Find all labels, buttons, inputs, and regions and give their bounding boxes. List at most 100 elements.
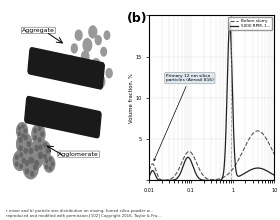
Before slurry <box>234 164 237 167</box>
Circle shape <box>49 158 52 161</box>
Circle shape <box>15 162 18 166</box>
Before slurry <box>256 130 259 132</box>
5000 RPM, 1... <box>245 170 249 173</box>
5000 RPM, 1... <box>228 21 232 24</box>
Circle shape <box>104 31 110 39</box>
Circle shape <box>78 59 86 71</box>
5000 RPM, 1... <box>248 169 251 172</box>
Circle shape <box>20 153 22 157</box>
Circle shape <box>39 145 42 149</box>
5000 RPM, 1... <box>273 174 276 177</box>
Circle shape <box>15 155 18 159</box>
Circle shape <box>44 156 55 172</box>
Text: Primary 12 nm silica
particles (Aerosil 816): Primary 12 nm silica particles (Aerosil … <box>154 74 214 161</box>
Circle shape <box>22 159 25 163</box>
Before slurry <box>273 153 276 156</box>
5000 RPM, 1... <box>163 179 166 182</box>
Y-axis label: Volume fraction, %: Volume fraction, % <box>129 73 134 123</box>
Circle shape <box>13 151 26 170</box>
5000 RPM, 1... <box>198 178 202 180</box>
Circle shape <box>22 159 25 163</box>
5000 RPM, 1... <box>160 179 164 182</box>
Before slurry <box>203 176 206 178</box>
Circle shape <box>52 162 54 165</box>
Text: Aggregate: Aggregate <box>22 28 55 33</box>
Circle shape <box>18 126 20 130</box>
Circle shape <box>31 158 34 163</box>
Text: Agglomerate: Agglomerate <box>58 152 99 157</box>
Before slurry <box>198 169 202 172</box>
Circle shape <box>34 165 37 169</box>
Circle shape <box>101 48 106 56</box>
Legend: Before slurry, 5000 RPM, 1...: Before slurry, 5000 RPM, 1... <box>228 17 272 30</box>
FancyBboxPatch shape <box>28 48 104 89</box>
Circle shape <box>39 153 42 158</box>
Circle shape <box>27 142 30 147</box>
Circle shape <box>96 75 105 88</box>
Circle shape <box>81 51 89 62</box>
Circle shape <box>52 162 54 165</box>
Circle shape <box>92 59 100 71</box>
Circle shape <box>27 142 30 147</box>
Circle shape <box>35 161 38 166</box>
Circle shape <box>31 171 34 176</box>
5000 RPM, 1... <box>234 165 237 167</box>
FancyBboxPatch shape <box>25 97 101 138</box>
5000 RPM, 1... <box>148 175 151 178</box>
Circle shape <box>32 124 45 144</box>
Circle shape <box>39 152 42 156</box>
Circle shape <box>29 158 33 163</box>
Circle shape <box>41 132 44 136</box>
Circle shape <box>24 148 27 153</box>
Circle shape <box>35 145 38 151</box>
Circle shape <box>25 161 29 165</box>
Circle shape <box>41 132 44 136</box>
Circle shape <box>23 156 38 179</box>
Circle shape <box>17 132 32 156</box>
Circle shape <box>85 72 94 84</box>
Circle shape <box>73 73 80 83</box>
Circle shape <box>20 164 22 168</box>
Circle shape <box>22 125 24 128</box>
Circle shape <box>46 149 49 153</box>
Circle shape <box>18 132 20 136</box>
Text: (b): (b) <box>127 12 147 25</box>
Circle shape <box>24 129 26 132</box>
5000 RPM, 1... <box>203 179 206 182</box>
Before slurry <box>245 141 249 144</box>
Circle shape <box>34 165 37 169</box>
Before slurry <box>162 179 166 182</box>
Circle shape <box>38 138 41 142</box>
Circle shape <box>34 129 37 133</box>
Circle shape <box>46 149 49 153</box>
Circle shape <box>37 141 50 161</box>
Circle shape <box>22 134 24 137</box>
Circle shape <box>106 69 112 78</box>
Circle shape <box>95 36 101 45</box>
Circle shape <box>44 143 46 147</box>
Before slurry <box>148 169 151 172</box>
Circle shape <box>19 146 22 150</box>
Circle shape <box>34 136 37 140</box>
Circle shape <box>49 167 52 170</box>
Circle shape <box>26 143 44 169</box>
Before slurry <box>248 138 251 140</box>
Circle shape <box>83 39 92 51</box>
Circle shape <box>46 165 48 169</box>
Circle shape <box>89 26 97 38</box>
Circle shape <box>17 123 27 139</box>
Circle shape <box>46 159 48 163</box>
Circle shape <box>24 135 27 140</box>
Circle shape <box>19 138 22 142</box>
Circle shape <box>67 56 75 68</box>
Line: 5000 RPM, 1...: 5000 RPM, 1... <box>149 23 274 180</box>
Circle shape <box>24 129 26 132</box>
Circle shape <box>29 148 33 154</box>
Circle shape <box>44 154 46 158</box>
Circle shape <box>25 169 29 174</box>
Circle shape <box>75 30 82 40</box>
Circle shape <box>71 44 77 53</box>
Before slurry <box>160 179 164 181</box>
Circle shape <box>38 126 41 130</box>
Circle shape <box>39 153 42 158</box>
